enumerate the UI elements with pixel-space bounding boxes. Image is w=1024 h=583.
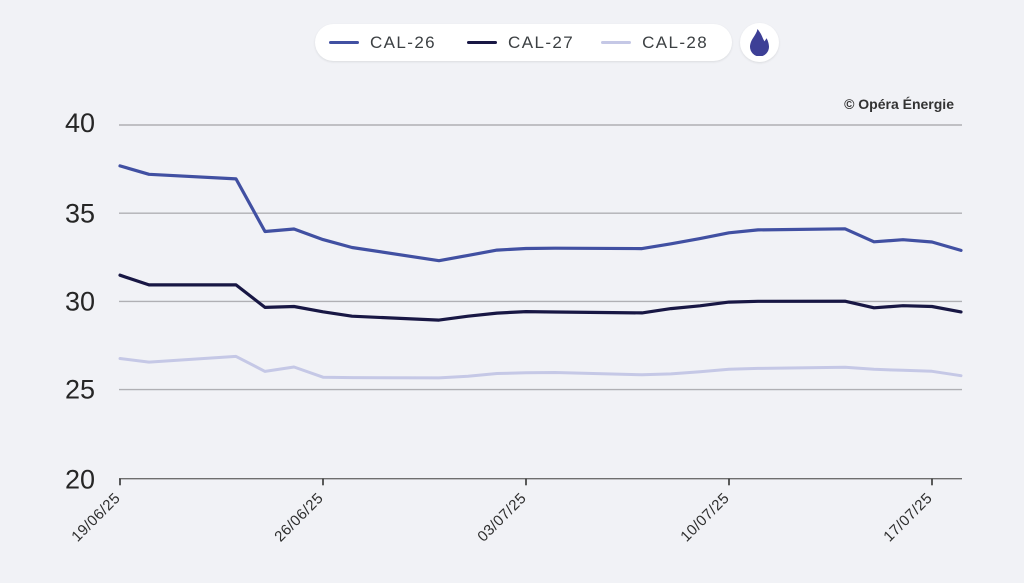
svg-text:19/06/25: 19/06/25 [68, 490, 124, 546]
svg-text:10/07/25: 10/07/25 [677, 490, 733, 546]
svg-text:30: 30 [65, 286, 95, 316]
svg-text:17/07/25: 17/07/25 [880, 490, 936, 546]
svg-text:20: 20 [65, 465, 95, 495]
svg-text:35: 35 [65, 198, 95, 228]
svg-text:26/06/25: 26/06/25 [271, 490, 327, 546]
svg-text:25: 25 [65, 375, 95, 405]
svg-text:40: 40 [65, 108, 95, 138]
svg-text:03/07/25: 03/07/25 [474, 490, 530, 546]
